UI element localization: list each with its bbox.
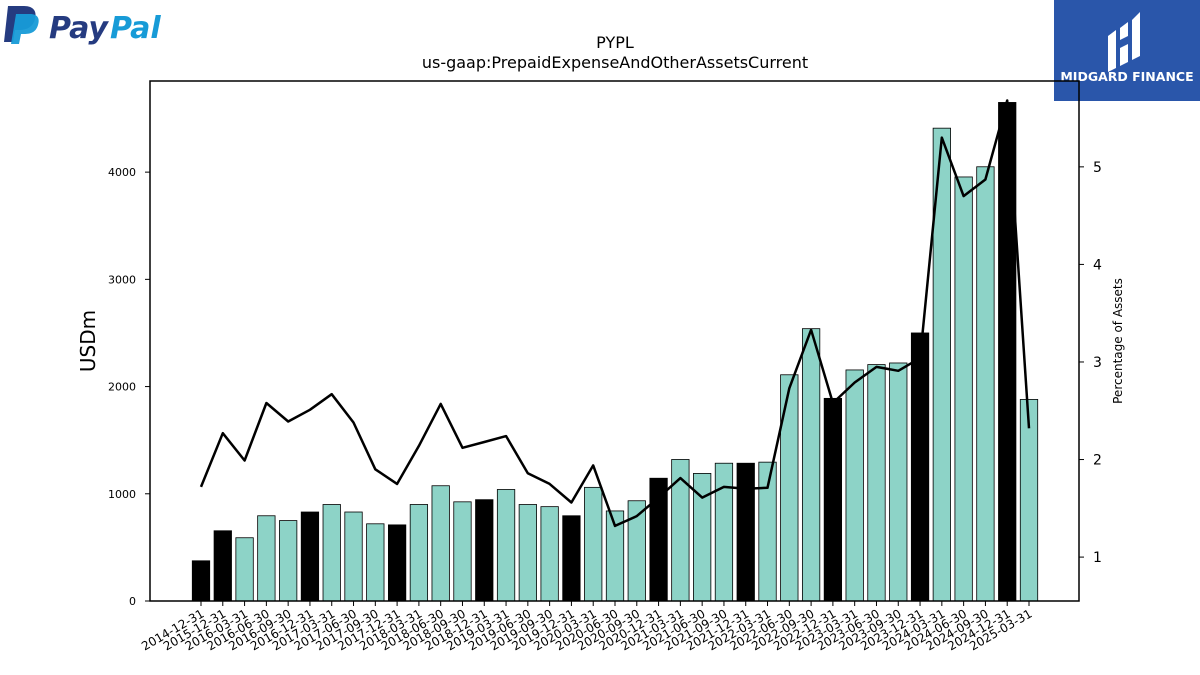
- bar-2020-03-31: [584, 486, 603, 602]
- bar-2017-12-31: [387, 524, 407, 602]
- bar-2016-03-31: [235, 537, 254, 602]
- axes-layer: 2014-12-312015-12-312016-03-312016-06-30…: [108, 160, 1102, 654]
- y2-tick-label-3: 3: [1093, 355, 1102, 371]
- y2-axis-label: Percentage of Assets: [1111, 278, 1125, 404]
- y2-tick-label-4: 4: [1093, 257, 1102, 273]
- bars-layer: [191, 102, 1039, 602]
- bar-2022-12-31: [823, 397, 843, 602]
- midgard-finance-logo: MIDGARD FINANCE: [1054, 0, 1200, 101]
- y2-tick-label-5: 5: [1093, 160, 1102, 176]
- bar-2017-09-30: [366, 523, 385, 602]
- bar-2018-12-31: [475, 499, 494, 602]
- bar-2019-03-31: [496, 489, 516, 602]
- bar-2023-12-31: [910, 332, 930, 602]
- bar-2015-12-31: [213, 530, 232, 602]
- bar-2023-03-31: [845, 369, 864, 602]
- bar-2021-12-31: [736, 462, 755, 602]
- bar-2022-09-30: [801, 328, 821, 602]
- bar-2018-06-30: [431, 485, 450, 602]
- bar-2019-06-30: [518, 504, 537, 602]
- midgard-logo-text: MIDGARD FINANCE: [1060, 69, 1193, 84]
- bar-2017-03-31: [322, 504, 341, 602]
- y-axis-label: USDm: [76, 310, 100, 372]
- y2-tick-label-1: 1: [1093, 550, 1102, 566]
- y-tick-label-4000: 4000: [108, 166, 136, 179]
- paypal-logo: Pay Pal: [4, 4, 174, 48]
- paypal-logo-graphic: Pay Pal: [4, 6, 161, 46]
- bar-2019-09-30: [540, 506, 559, 602]
- bar-2014-12-31: [191, 560, 211, 602]
- y-tick-label-0: 0: [129, 595, 136, 608]
- y-tick-label-1000: 1000: [108, 488, 136, 501]
- line-layer: [199, 99, 1031, 528]
- bar-2021-09-30: [714, 462, 734, 602]
- bar-2018-03-31: [409, 504, 429, 602]
- y2-tick-label-2: 2: [1093, 453, 1102, 469]
- bar-2021-03-31: [671, 459, 690, 602]
- bar-2018-09-30: [453, 501, 472, 602]
- bar-2024-09-30: [976, 166, 995, 602]
- percentage-line: [199, 99, 1031, 528]
- bar-2025-03-31: [1019, 399, 1039, 602]
- chart-subtitle: us-gaap:PrepaidExpenseAndOtherAssetsCurr…: [422, 53, 808, 72]
- y-tick-label-2000: 2000: [108, 381, 136, 394]
- bar-2023-09-30: [889, 362, 908, 602]
- bar-2024-06-30: [954, 176, 973, 602]
- chart-title: PYPL: [596, 33, 634, 52]
- bar-2016-06-30: [257, 515, 276, 602]
- y-tick-label-3000: 3000: [108, 273, 136, 286]
- bar-2016-09-30: [279, 520, 298, 602]
- bar-2019-12-31: [562, 515, 581, 602]
- paypal-word-pal: Pal: [110, 11, 161, 46]
- bar-2016-12-31: [300, 511, 320, 602]
- bar-2023-06-30: [867, 364, 886, 602]
- bar-2017-06-30: [344, 511, 363, 602]
- paypal-word-pay: Pay: [49, 11, 109, 46]
- bar-2022-06-30: [780, 374, 799, 602]
- midgard-logo-graphic: MIDGARD FINANCE: [1060, 12, 1194, 84]
